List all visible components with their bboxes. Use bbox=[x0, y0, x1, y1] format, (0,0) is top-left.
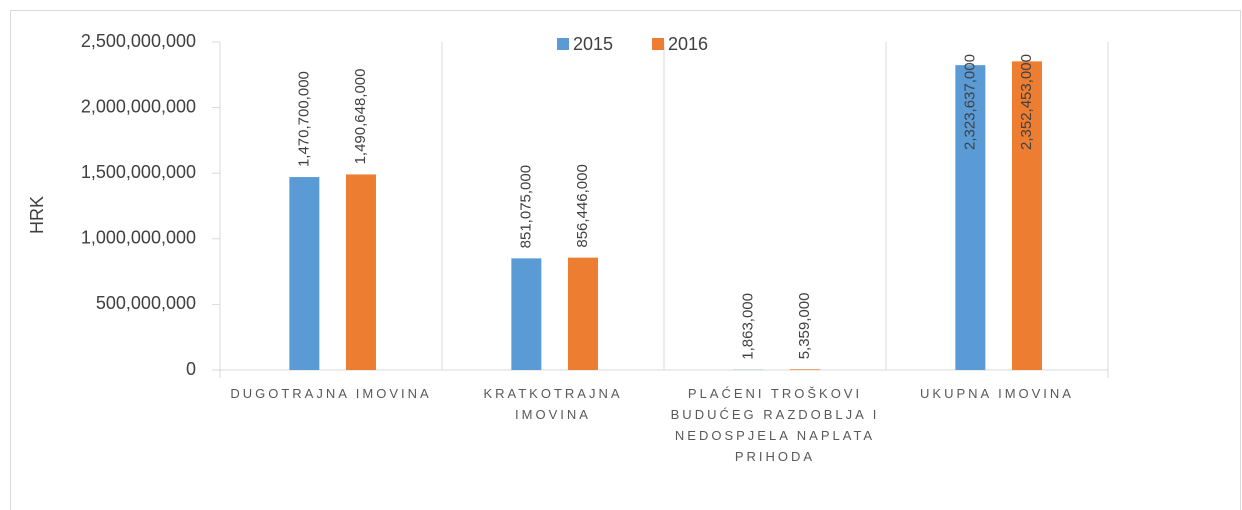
legend-swatch bbox=[557, 38, 569, 50]
bar bbox=[567, 257, 598, 370]
bar bbox=[1011, 61, 1042, 371]
y-tick-label: 2,000,000,000 bbox=[81, 96, 196, 116]
legend-swatch bbox=[652, 38, 664, 50]
y-tick-label: 2,500,000,000 bbox=[81, 31, 196, 51]
legend-label: 2015 bbox=[573, 34, 613, 54]
chart-border bbox=[10, 10, 1241, 510]
x-tick-label: KRATKOTRAJNA IMOVINA bbox=[483, 386, 623, 422]
value-label: 2,352,453,000 bbox=[1018, 54, 1035, 150]
y-tick-label: 1,000,000,000 bbox=[81, 228, 196, 248]
y-axis-label: HRK bbox=[27, 196, 47, 234]
bar bbox=[955, 65, 986, 370]
bar bbox=[345, 174, 376, 370]
bar bbox=[511, 258, 542, 370]
y-tick-label: 0 bbox=[186, 359, 196, 379]
x-tick-label: PLAĆENI TROŠKOVI BUDUĆEG RAZDOBLJA I NED… bbox=[670, 386, 880, 464]
value-label: 2,323,637,000 bbox=[961, 54, 978, 150]
value-label: 851,075,000 bbox=[517, 165, 534, 248]
value-label: 5,359,000 bbox=[796, 293, 813, 360]
y-tick-label: 1,500,000,000 bbox=[81, 162, 196, 182]
bar bbox=[289, 177, 320, 370]
y-tick-label: 500,000,000 bbox=[96, 293, 196, 313]
value-label: 856,446,000 bbox=[574, 164, 591, 247]
value-label: 1,863,000 bbox=[739, 293, 756, 360]
legend-label: 2016 bbox=[668, 34, 708, 54]
x-tick-label: DUGOTRAJNA IMOVINA bbox=[230, 386, 432, 401]
value-label: 1,490,648,000 bbox=[352, 68, 369, 164]
bar bbox=[789, 369, 820, 370]
x-tick-label: UKUPNA IMOVINA bbox=[920, 386, 1074, 401]
value-label: 1,470,700,000 bbox=[295, 71, 312, 167]
